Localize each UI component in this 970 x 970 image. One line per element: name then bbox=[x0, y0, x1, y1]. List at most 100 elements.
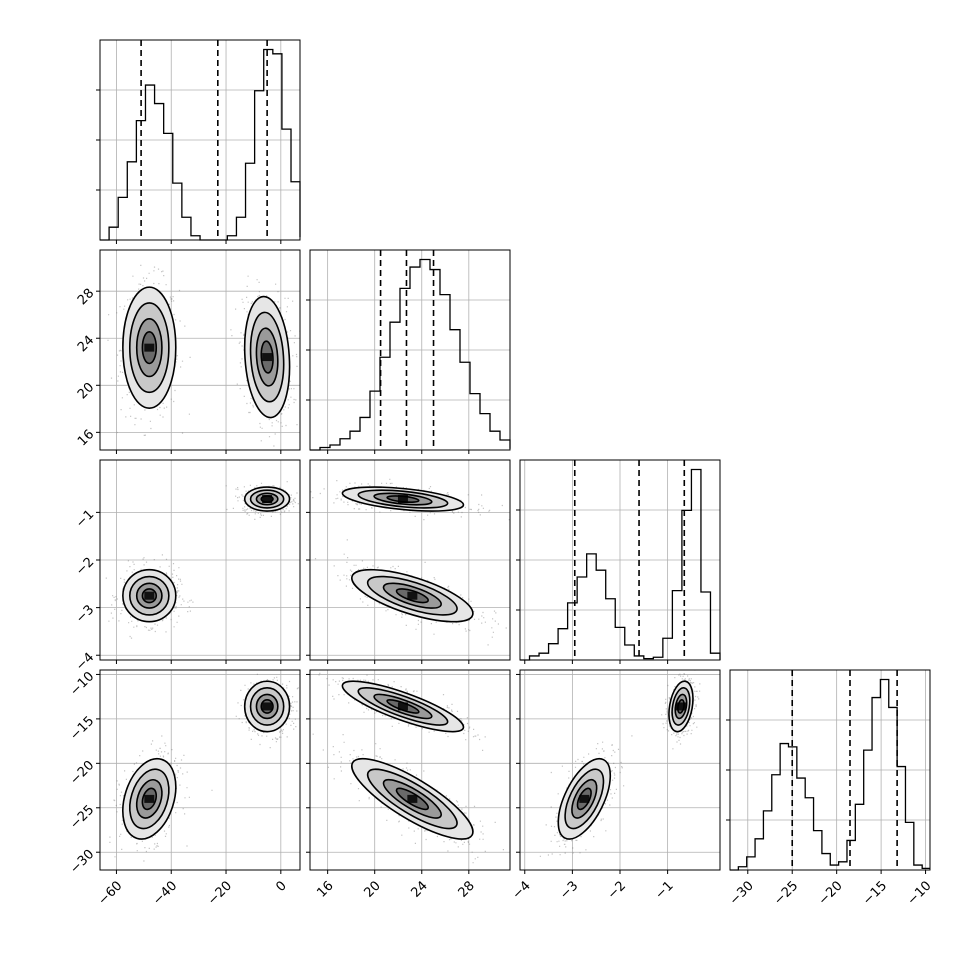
axes-frame bbox=[99, 669, 301, 871]
contour-line-1 bbox=[135, 778, 163, 819]
x-tick-label: −15 bbox=[860, 878, 890, 908]
x-tick-label: 0 bbox=[273, 878, 289, 894]
contour-line-3 bbox=[243, 486, 291, 512]
axes-frame bbox=[99, 249, 301, 451]
x-tick-label: −25 bbox=[771, 878, 801, 908]
histogram-step-p1 bbox=[310, 258, 511, 451]
contour-line-1 bbox=[255, 327, 279, 387]
scatter-panel-p0-p1: 16 20 24 28 bbox=[75, 249, 301, 454]
scatter-panel-p2-p3: −4 −3 −2 −1 bbox=[510, 669, 721, 903]
y-tick-label: 20 bbox=[75, 380, 97, 402]
contour-line-2 bbox=[128, 768, 170, 830]
contour-line-3 bbox=[341, 680, 465, 733]
contour-line-1 bbox=[255, 492, 279, 506]
contour-line-3 bbox=[122, 568, 177, 623]
histogram-panel-p0 bbox=[96, 39, 301, 244]
histogram-panel-p2 bbox=[516, 459, 721, 664]
x-tick-label: −3 bbox=[557, 878, 581, 902]
x-tick-label: 20 bbox=[361, 878, 383, 900]
density-peak bbox=[262, 702, 273, 711]
y-tick-label: 28 bbox=[75, 286, 97, 308]
x-tick-label: −60 bbox=[95, 878, 125, 908]
y-tick-label: −10 bbox=[67, 669, 97, 699]
contour-line-0 bbox=[141, 330, 158, 365]
contour-line-1 bbox=[571, 778, 598, 819]
density-peak bbox=[407, 794, 418, 803]
contour-line-3 bbox=[351, 568, 474, 623]
y-tick-label: −25 bbox=[67, 802, 97, 832]
histogram-panel-p3: −30 −25 −20 −15 −10 bbox=[726, 669, 935, 908]
y-tick-label: −20 bbox=[67, 758, 97, 788]
contour-line-0 bbox=[677, 699, 685, 714]
y-tick-label: −15 bbox=[67, 714, 97, 744]
contour-line-0 bbox=[395, 787, 430, 811]
contour-line-2 bbox=[128, 575, 170, 616]
x-tick-label: −20 bbox=[205, 878, 235, 908]
x-tick-label: −2 bbox=[605, 878, 629, 902]
y-tick-label: −30 bbox=[67, 847, 97, 877]
x-tick-label: −20 bbox=[816, 878, 846, 908]
x-tick-label: −40 bbox=[150, 878, 180, 908]
x-tick-label: −10 bbox=[905, 878, 935, 908]
contour-line-2 bbox=[564, 768, 605, 830]
contour-line-3 bbox=[243, 680, 291, 733]
contour-line-2 bbox=[128, 302, 170, 394]
axes-frame bbox=[519, 669, 721, 871]
axes-frame bbox=[99, 39, 301, 241]
density-peak bbox=[397, 495, 408, 504]
contour-line-3 bbox=[557, 757, 612, 840]
contour-line-0 bbox=[260, 495, 274, 503]
x-tick-label: 16 bbox=[314, 878, 336, 900]
contour-line-1 bbox=[382, 582, 442, 609]
contour-line-2 bbox=[357, 489, 449, 509]
histogram-step-p0 bbox=[100, 48, 301, 241]
contour-line-1 bbox=[135, 318, 163, 378]
density-peak bbox=[397, 702, 408, 711]
contour-line-2 bbox=[366, 768, 458, 830]
density-peak bbox=[675, 702, 686, 711]
contour-line-0 bbox=[141, 588, 158, 604]
contour-line-3 bbox=[341, 486, 465, 512]
y-tick-label: −3 bbox=[73, 602, 97, 626]
contour-line-2 bbox=[366, 575, 458, 616]
contour-line-3 bbox=[122, 757, 177, 840]
contour-line-2 bbox=[249, 687, 285, 726]
axes-frame bbox=[519, 459, 721, 661]
contour-line-0 bbox=[141, 787, 158, 811]
contour-line-2 bbox=[357, 687, 449, 726]
x-tick-label: 24 bbox=[409, 878, 431, 900]
contour-line-1 bbox=[382, 778, 442, 819]
contour-line-0 bbox=[576, 787, 592, 811]
y-tick-label: −1 bbox=[73, 507, 97, 531]
density-peak bbox=[262, 495, 273, 504]
axes-frame bbox=[309, 249, 511, 451]
y-tick-label: −2 bbox=[73, 555, 97, 579]
contour-line-0 bbox=[260, 699, 274, 714]
contour-line-1 bbox=[135, 582, 163, 609]
x-tick-label: 28 bbox=[456, 878, 478, 900]
contour-line-1 bbox=[373, 693, 433, 720]
histogram-panel-p1 bbox=[306, 249, 511, 454]
contour-line-2 bbox=[671, 687, 691, 726]
scatter-panel-p1-p3: 16 20 24 28 bbox=[306, 669, 511, 901]
histogram-step-p2 bbox=[520, 468, 721, 661]
histogram-step-p3 bbox=[730, 678, 930, 871]
axes-frame bbox=[309, 459, 511, 661]
y-tick-label: 24 bbox=[75, 333, 97, 355]
density-peak bbox=[144, 794, 155, 803]
density-peak bbox=[262, 353, 273, 362]
x-tick-label: −1 bbox=[653, 878, 677, 902]
contour-line-3 bbox=[668, 680, 694, 733]
density-peak bbox=[144, 343, 155, 352]
contour-line-2 bbox=[249, 489, 285, 509]
contour-line-3 bbox=[351, 757, 474, 840]
scatter-panel-p0-p2: −4−3−2−1 bbox=[73, 459, 301, 674]
axes-frame bbox=[99, 459, 301, 661]
contour-line-1 bbox=[373, 492, 433, 506]
contour-line-3 bbox=[243, 295, 291, 419]
contour-line-0 bbox=[386, 699, 420, 714]
contour-line-0 bbox=[386, 495, 420, 503]
density-peak bbox=[407, 591, 418, 600]
contour-line-1 bbox=[674, 693, 688, 720]
density-peak bbox=[579, 794, 590, 803]
